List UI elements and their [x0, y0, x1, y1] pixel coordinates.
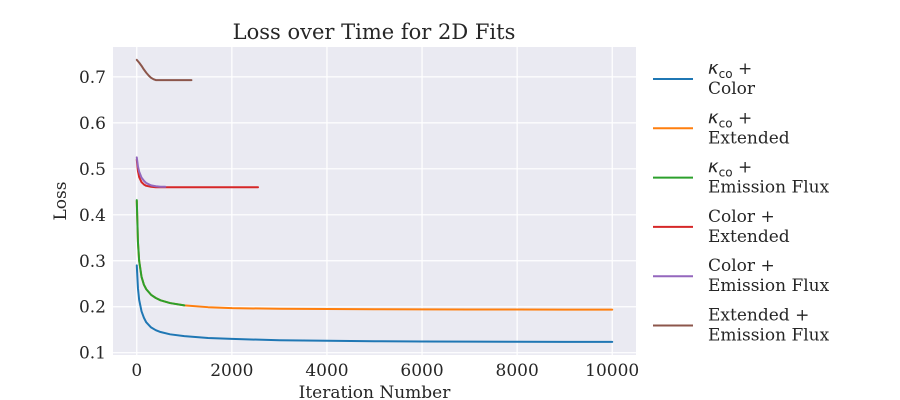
series-line-4 [135, 156, 167, 188]
legend-label-line: κco + [708, 107, 752, 130]
legend-label-line: Emission Flux [708, 326, 830, 346]
legend-label-line: Color + [708, 207, 775, 227]
legend-subscript: co [719, 116, 733, 130]
x-tick-label: 10000 [585, 361, 639, 381]
y-axis-ticks: 0.1 0.2 0.3 0.4 0.5 0.6 0.7 [79, 68, 106, 364]
legend-entry: Color +Extended [653, 207, 790, 247]
y-tick-label: 0.2 [79, 298, 106, 318]
x-tick-label: 2000 [210, 361, 253, 381]
legend-text: + [733, 59, 753, 79]
legend-text: + [733, 158, 753, 178]
x-axis-ticks: 0 2000 4000 6000 8000 10000 [131, 361, 639, 381]
x-tick-label: 0 [131, 361, 142, 381]
legend-entry: Extended +Emission Flux [653, 306, 830, 346]
legend-label-line: Color + [708, 256, 775, 276]
y-tick-label: 0.5 [79, 160, 106, 180]
y-tick-label: 0.6 [79, 114, 106, 134]
legend-label-line: Extended [708, 227, 790, 247]
x-tick-label: 8000 [496, 361, 539, 381]
legend-label-line: Extended [708, 128, 790, 148]
legend-entry: Color +Emission Flux [653, 256, 830, 296]
legend-entry: κco +Extended [653, 107, 790, 148]
series-line-5 [135, 58, 193, 82]
series-lines [135, 58, 614, 343]
series-line-3 [135, 158, 260, 189]
y-tick-label: 0.1 [79, 344, 106, 364]
legend-kappa: κ [708, 58, 719, 79]
y-tick-label: 0.4 [79, 206, 106, 226]
x-tick-label: 6000 [400, 361, 443, 381]
legend-label-line: κco + [708, 157, 752, 180]
x-axis-label: Iteration Number [299, 383, 452, 400]
legend-subscript: co [719, 67, 733, 81]
legend-label-line: Emission Flux [708, 276, 830, 296]
legend-label-line: Extended + [708, 306, 809, 326]
legend-entry: κco +Color [653, 58, 756, 99]
chart-title: Loss over Time for 2D Fits [233, 20, 516, 44]
y-tick-label: 0.3 [79, 252, 106, 272]
series-line-0 [135, 264, 614, 343]
legend-entry: κco +Emission Flux [653, 157, 830, 198]
series-line-2 [135, 199, 186, 307]
legend-label-line: κco + [708, 58, 752, 81]
legend-label-line: Color [708, 79, 756, 99]
legend-kappa: κ [708, 157, 719, 178]
y-axis-label: Loss [51, 182, 71, 221]
legend-subscript: co [719, 166, 733, 180]
x-tick-label: 4000 [305, 361, 348, 381]
legend-label-line: Emission Flux [708, 178, 830, 198]
legend-text: + [733, 108, 753, 128]
legend-kappa: κ [708, 107, 719, 128]
plot-area [113, 47, 636, 355]
y-tick-label: 0.7 [79, 68, 106, 88]
